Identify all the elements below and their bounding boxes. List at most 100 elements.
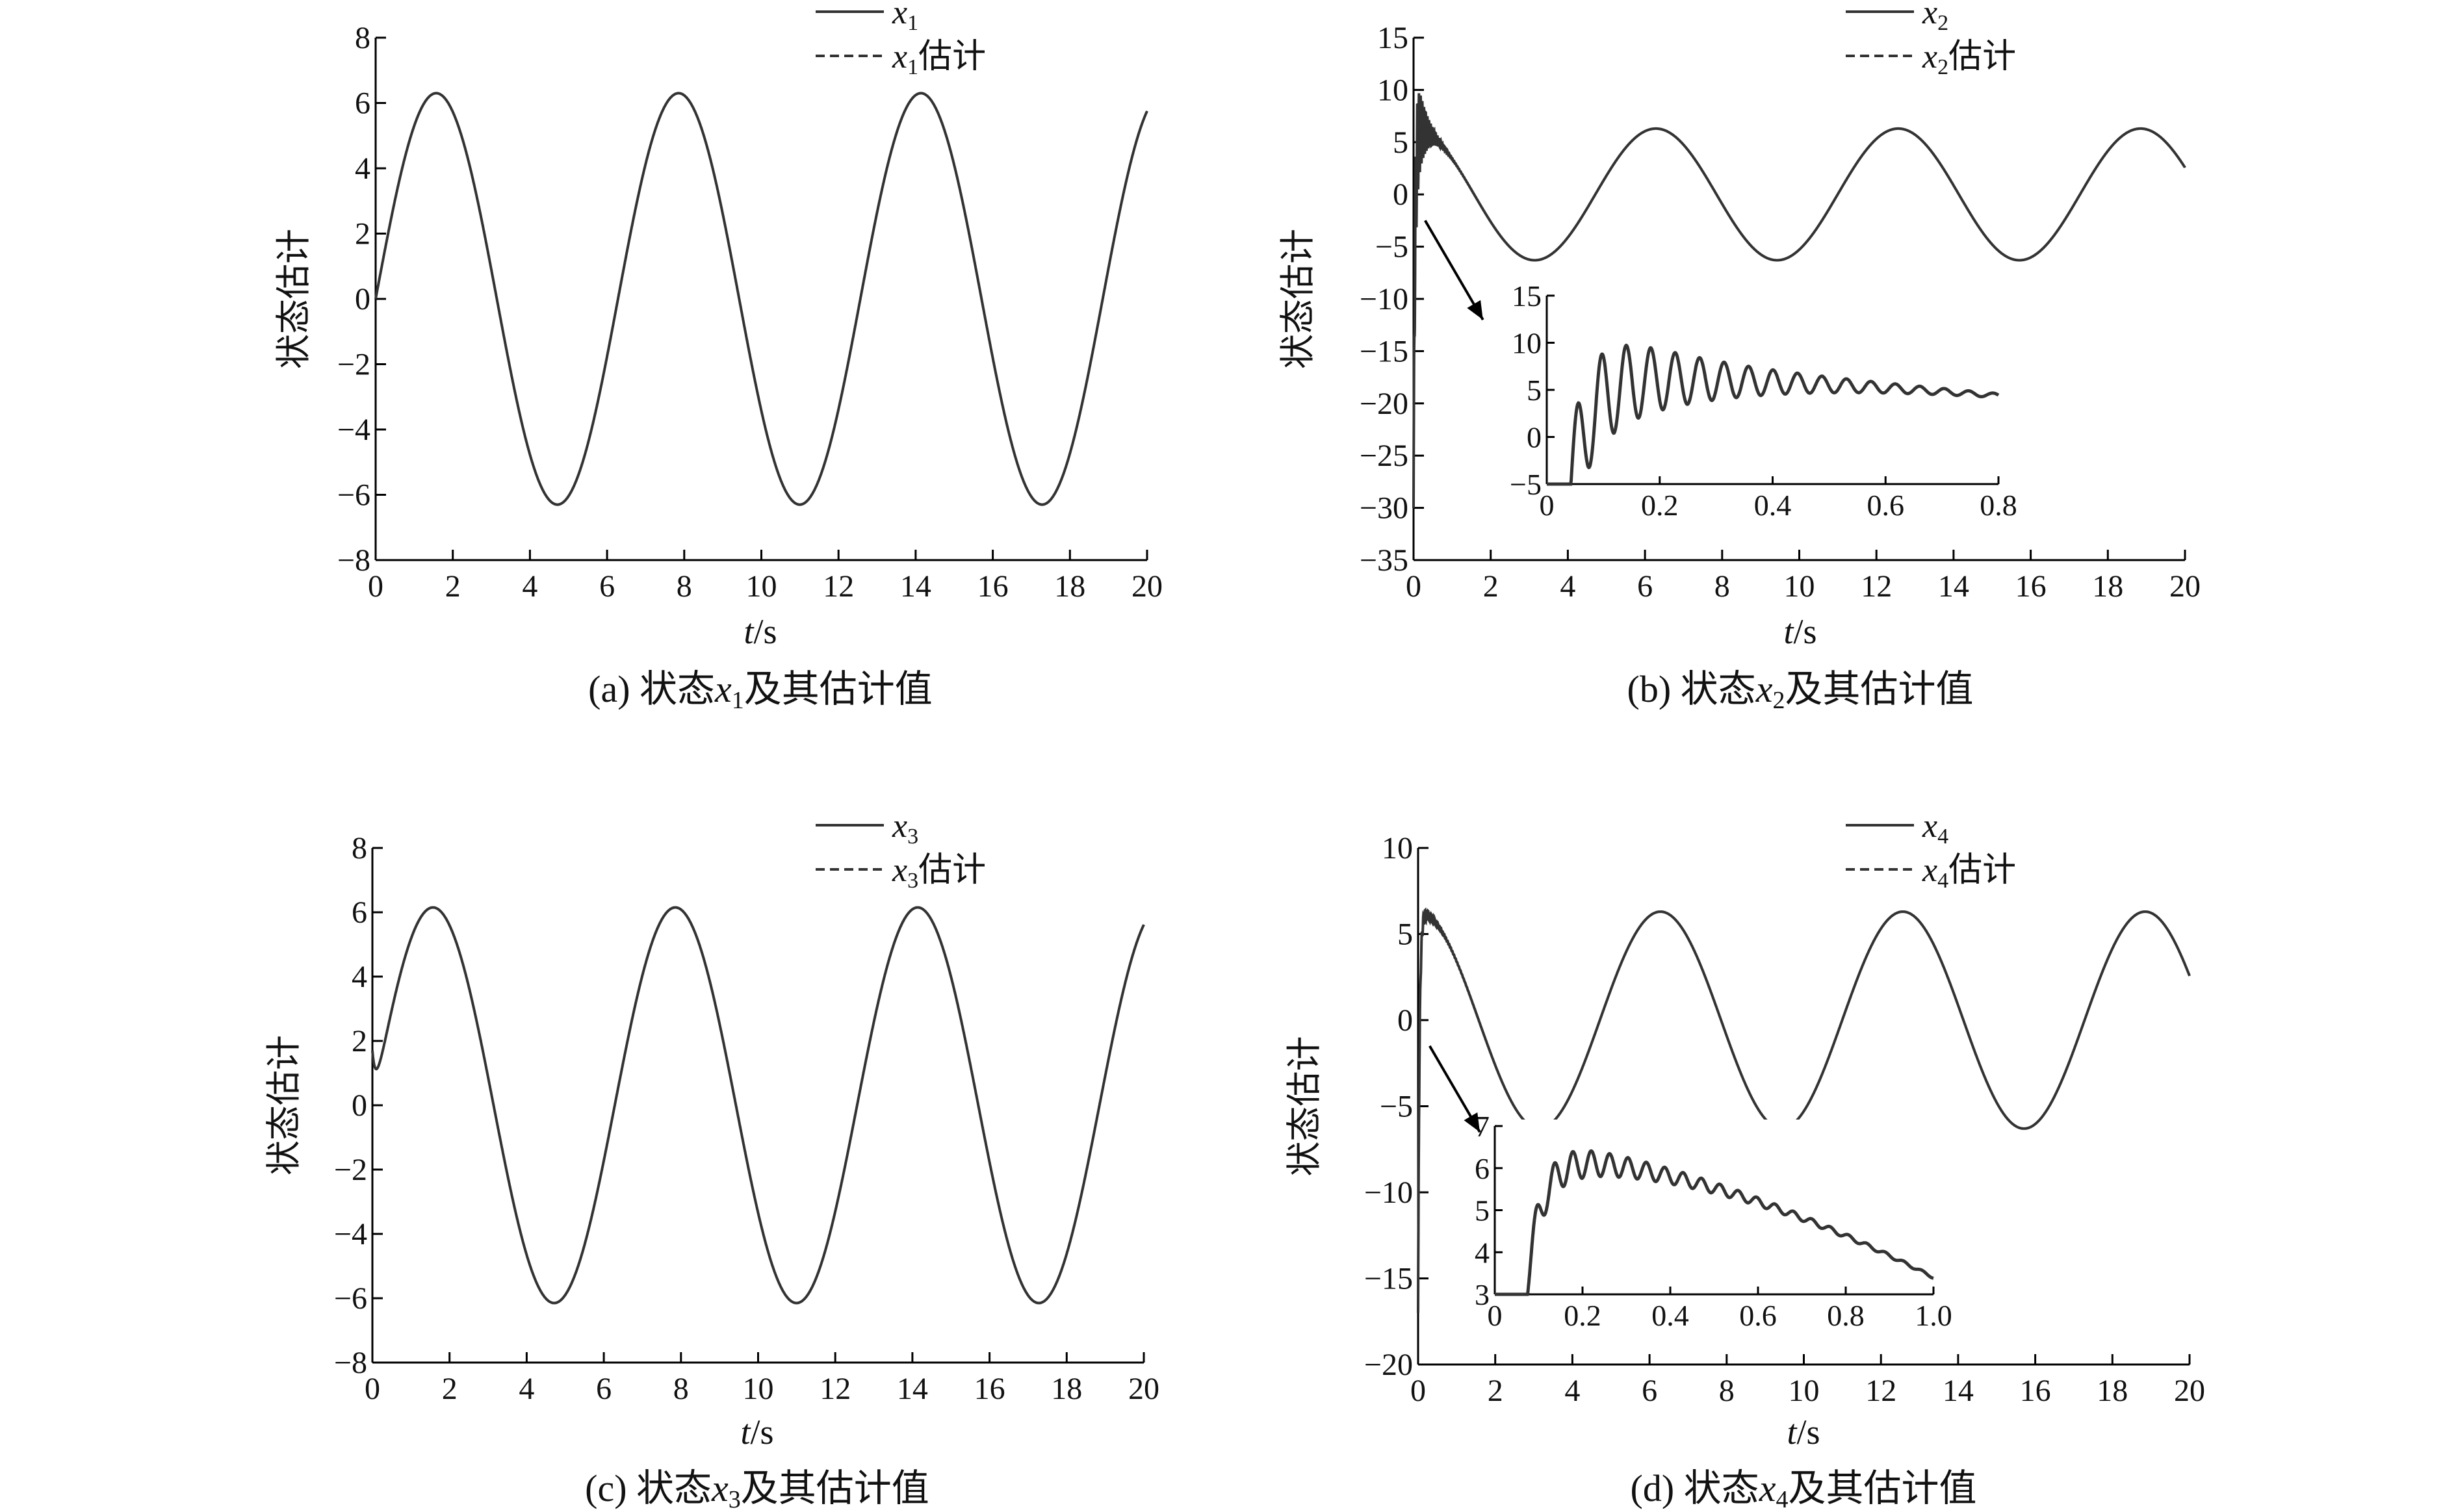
inset-d-x-tick-label: 1.0 [1915,1299,1952,1332]
subplot-c-x-tick-label: 6 [596,1372,612,1406]
inset-d-y-tick-label: 5 [1475,1194,1490,1227]
y-axis-label: 状态估计 [1278,229,1317,369]
y-axis-label: 状态估计 [1285,1036,1324,1177]
subplot-b-y-tick-label: −35 [1360,543,1408,578]
subplot-a-y-tick-label: 4 [355,151,370,186]
x-axis-label: t/s [1783,612,1816,651]
subplot-a-x-tick-label: 16 [977,569,1009,604]
inset-b-y-tick-label: −5 [1510,468,1542,501]
caption-b: (b) 状态x2及其估计值 [1627,668,1974,714]
inset-b-y-tick-label: 10 [1512,327,1542,360]
subplot-b-x-tick-label: 16 [2015,569,2047,604]
subplot-d-x-tick-label: 14 [1943,1374,1974,1408]
subplot-a-x-tick-label: 2 [445,569,461,604]
subplot-c-y-tick-label: 2 [352,1024,367,1058]
subplot-a-x-tick-label: 10 [746,569,777,604]
inset-b-x-tick-label: 0.6 [1867,489,1905,522]
subplot-d-y-tick-label: −15 [1364,1262,1413,1296]
subplot-d-x-tick-label: 6 [1642,1374,1657,1408]
caption-a: (a) 状态x1及其估计值 [588,668,933,714]
subplot-d-x-tick-label: 20 [2174,1374,2205,1408]
inset-series-estimate-b [1547,344,1999,485]
subplot-b-y-tick-label: 10 [1377,73,1408,107]
y-axis-label: 状态估计 [265,1035,304,1175]
subplot-c-y-tick-label: −6 [334,1281,367,1316]
inset-b-y-tick-label: 5 [1527,374,1542,407]
subplot-a-y-tick-label: −8 [337,543,370,578]
subplot-a-y-tick-label: 0 [355,282,370,316]
inset-background [1547,289,2005,484]
subplot-b-y-tick-label: 0 [1393,177,1408,212]
inset-b-x-tick-label: 0.2 [1641,489,1679,522]
subplot-d-x-tick-label: 16 [2020,1374,2051,1408]
subplot-b-x-tick-label: 0 [1406,569,1421,604]
zoom-arrow-head [1467,300,1483,320]
subplot-a-x-tick-label: 18 [1054,569,1085,604]
subplot-b-y-tick-label: −5 [1375,230,1408,264]
subplot-d-y-tick-label: 0 [1397,1003,1413,1038]
x-axis-label: t/s [743,612,777,651]
subplot-b-x-tick-label: 2 [1483,569,1499,604]
inset-d-y-tick-label: 4 [1475,1236,1490,1269]
subplot-b-y-tick-label: −25 [1360,439,1408,473]
subplot-b-x-tick-label: 4 [1560,569,1575,604]
subplot-b-x-tick-label: 18 [2092,569,2123,604]
subplot-b-y-tick-label: −15 [1360,334,1408,368]
subplot-c-y-tick-label: 8 [352,831,367,865]
subplot-d-x-tick-label: 4 [1564,1374,1580,1408]
subplot-b-x-tick-label: 6 [1637,569,1653,604]
subplot-b-x-tick-label: 12 [1861,569,1892,604]
subplot-c-y-tick-label: −2 [334,1153,367,1187]
legend-label: x2估计 [1922,38,2016,79]
subplot-a-y-tick-label: −2 [337,348,370,382]
zoom-arrow [1424,220,1484,321]
subplot-b-y-tick-label: −20 [1360,387,1408,421]
subplot-d-y-tick-label: 10 [1382,831,1413,865]
inset-d-x-tick-label: 0.6 [1739,1299,1777,1332]
subplot-b-y-tick-label: 5 [1393,125,1408,160]
subplot-c-x-tick-label: 8 [673,1372,689,1406]
series-estimate-b [1412,93,2186,508]
subplot-d-x-tick-label: 10 [1789,1374,1820,1408]
series-actual-a [374,92,1148,506]
inset-d-x-tick-label: 0.2 [1564,1299,1601,1332]
subplot-c-x-tick-label: 14 [897,1372,928,1406]
y-axis-label: 状态估计 [274,229,313,369]
subplot-b-y-tick-label: −30 [1360,491,1408,526]
subplot-b-x-tick-label: 20 [2169,569,2201,604]
subplot-d-x-tick-label: 12 [1865,1374,1896,1408]
inset-b-x-tick-label: 0.8 [1980,489,2017,522]
subplot-d-x-tick-label: 0 [1410,1374,1426,1408]
subplot-a-y-tick-label: 2 [355,217,370,251]
subplot-a-y-tick-label: −4 [337,413,370,447]
subplot-a-x-tick-label: 0 [368,569,383,604]
series-actual-c [371,906,1145,1305]
inset-b-y-tick-label: 15 [1512,279,1542,313]
subplot-d-x-tick-label: 18 [2097,1374,2128,1408]
subplot-b-y-tick-label: −10 [1360,282,1408,316]
subplot-b-x-tick-label: 14 [1938,569,1969,604]
inset-d: 0 0.2 0.4 0.6 0.8 1.0 3 4 5 6 7 [1475,1110,1952,1332]
subplot-a-x-tick-label: 6 [599,569,615,604]
subplot-c-y-tick-label: 4 [352,960,367,994]
legend-label: x4 [1922,808,1948,849]
zoom-arrow-head [1464,1112,1480,1133]
subplot-a-x-tick-label: 12 [823,569,854,604]
caption-d: (d) 状态x4及其估计值 [1631,1467,1977,1512]
subplot-b: 0 2 4 6 8 10 12 14 16 18 20 −35 −30 −25 −20 −15 −10 −5 0 5 1… [1278,0,2201,714]
legend-label: x1估计 [892,38,986,79]
inset-d-y-tick-label: 3 [1475,1278,1490,1311]
subplot-d-y-tick-label: −5 [1380,1090,1413,1124]
inset-background [1495,1120,1940,1294]
inset-d-x-tick-label: 0.8 [1827,1299,1865,1332]
subplot-c-y-tick-label: −8 [334,1346,367,1380]
legend-label: x2 [1922,0,1948,35]
subplot-a-x-tick-label: 8 [677,569,692,604]
subplot-a-x-tick-label: 20 [1131,569,1163,604]
subplot-a-y-tick-label: −6 [337,478,370,513]
subplot-b-x-tick-label: 8 [1714,569,1730,604]
